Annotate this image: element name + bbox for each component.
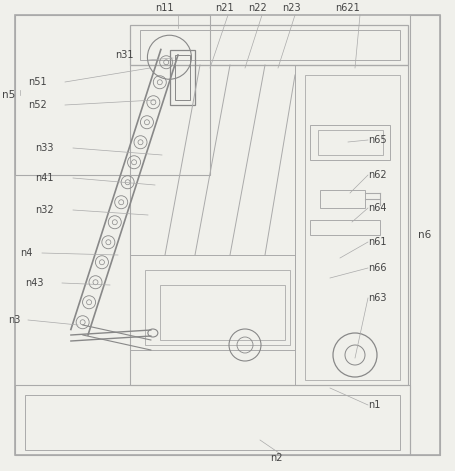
Text: n21: n21 [215, 3, 233, 13]
Bar [160, 285, 285, 340]
Text: n22: n22 [248, 3, 267, 13]
Bar [310, 125, 390, 160]
Bar [310, 220, 380, 235]
Text: n33: n33 [35, 143, 54, 153]
Bar [25, 395, 400, 450]
Bar [305, 75, 400, 380]
Bar [170, 50, 195, 105]
Bar [130, 65, 408, 385]
Text: n6: n6 [418, 230, 431, 240]
Text: n61: n61 [368, 237, 386, 247]
Text: n41: n41 [35, 173, 54, 183]
Bar [295, 65, 408, 385]
Text: n621: n621 [335, 3, 360, 13]
Bar [318, 130, 383, 155]
Text: n5: n5 [2, 90, 15, 100]
Text: n66: n66 [368, 263, 386, 273]
Bar [410, 15, 440, 455]
Text: n43: n43 [25, 278, 44, 288]
Text: n65: n65 [368, 135, 387, 145]
Bar [15, 15, 210, 175]
Text: n52: n52 [28, 100, 47, 110]
Bar [130, 25, 408, 65]
Bar [15, 385, 410, 455]
Bar [175, 55, 190, 100]
Text: n2: n2 [270, 453, 283, 463]
Text: n63: n63 [368, 293, 386, 303]
Text: n62: n62 [368, 170, 387, 180]
Bar [320, 190, 365, 208]
Text: n4: n4 [20, 248, 32, 258]
Text: n51: n51 [28, 77, 46, 87]
Text: n64: n64 [368, 203, 386, 213]
Bar [130, 255, 295, 350]
Bar [145, 270, 290, 345]
Text: n23: n23 [282, 3, 301, 13]
Bar [140, 30, 400, 60]
Text: n31: n31 [115, 50, 133, 60]
Text: n11: n11 [155, 3, 173, 13]
Text: n1: n1 [368, 400, 380, 410]
Text: n32: n32 [35, 205, 54, 215]
Text: n3: n3 [8, 315, 20, 325]
